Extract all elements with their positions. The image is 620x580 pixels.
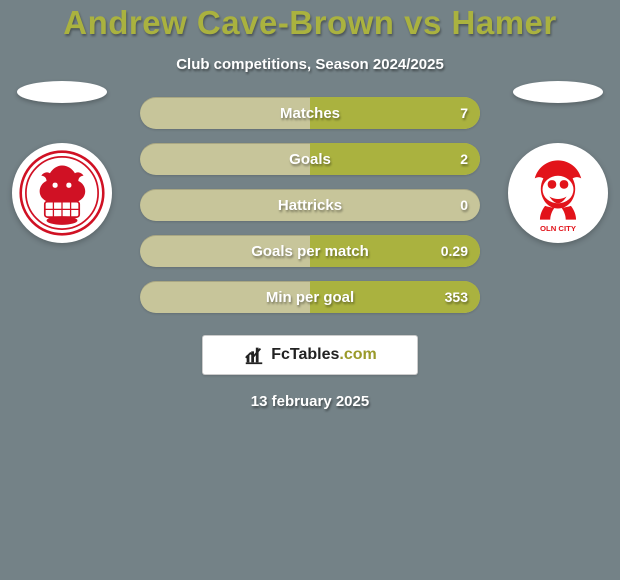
stat-label: Matches	[280, 105, 340, 122]
stat-bar-matches: Matches 7	[140, 97, 480, 129]
bar-fill-right	[310, 143, 480, 175]
left-platform-ellipse	[17, 81, 107, 103]
right-club-crest: OLN CITY	[508, 143, 608, 243]
stat-bar-hattricks: Hattricks 0	[140, 189, 480, 221]
stat-label: Goals	[289, 151, 331, 168]
bar-chart-icon	[243, 344, 265, 366]
stat-bar-goals-per-match: Goals per match 0.29	[140, 235, 480, 267]
stat-right-value: 0	[460, 197, 468, 213]
infographic-date: 13 february 2025	[251, 393, 369, 410]
stat-bars: Matches 7 Goals 2 Hattricks 0	[140, 97, 480, 313]
stat-right-value: 2	[460, 151, 468, 167]
branding-text: FcTables.com	[271, 346, 377, 364]
stat-bar-goals: Goals 2	[140, 143, 480, 175]
imp-crest-icon: OLN CITY	[515, 150, 601, 236]
stat-right-value: 7	[460, 105, 468, 121]
comparison-infographic: Andrew Cave-Brown vs Hamer Club competit…	[0, 0, 620, 580]
stat-label: Goals per match	[251, 243, 369, 260]
branding-suffix: .com	[339, 346, 376, 363]
stat-right-value: 353	[445, 289, 468, 305]
branding-name: FcTables	[271, 346, 339, 363]
subtitle: Club competitions, Season 2024/2025	[176, 56, 444, 73]
stat-label: Hattricks	[278, 197, 342, 214]
page-title: Andrew Cave-Brown vs Hamer	[63, 4, 556, 42]
stat-right-value: 0.29	[441, 243, 468, 259]
comparison-arena: Matches 7 Goals 2 Hattricks 0	[0, 97, 620, 313]
branding-badge: FcTables.com	[202, 335, 418, 375]
stat-bar-min-per-goal: Min per goal 353	[140, 281, 480, 313]
left-club-crest	[12, 143, 112, 243]
player-left-side	[12, 81, 112, 243]
svg-text:OLN CITY: OLN CITY	[540, 224, 577, 233]
dragon-crest-icon	[19, 150, 105, 236]
stat-label: Min per goal	[266, 289, 354, 306]
right-platform-ellipse	[513, 81, 603, 103]
player-right-side: OLN CITY	[508, 81, 608, 243]
